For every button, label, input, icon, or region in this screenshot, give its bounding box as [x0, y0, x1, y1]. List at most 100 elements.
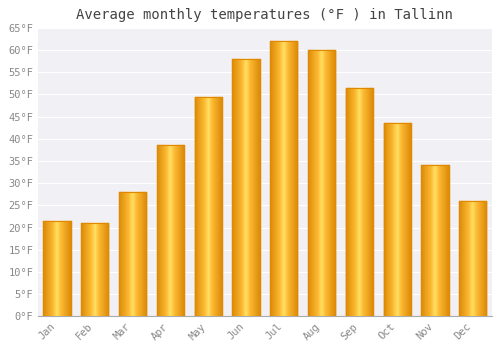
Bar	[165, 145, 166, 316]
Bar	[64, 221, 66, 316]
Bar	[194, 97, 196, 316]
Bar	[235, 59, 236, 316]
Bar	[442, 166, 443, 316]
Bar	[445, 166, 446, 316]
Bar	[52, 221, 53, 316]
Bar	[175, 145, 176, 316]
Bar	[386, 123, 387, 316]
Bar	[408, 123, 409, 316]
Bar	[171, 145, 172, 316]
Bar	[168, 145, 169, 316]
Bar	[317, 50, 318, 316]
Bar	[385, 123, 386, 316]
Bar	[388, 123, 389, 316]
Bar	[315, 50, 316, 316]
Bar	[159, 145, 160, 316]
Bar	[358, 88, 360, 316]
Bar	[95, 223, 96, 316]
Bar	[476, 201, 477, 316]
Bar	[432, 166, 433, 316]
Bar	[125, 192, 126, 316]
Bar	[45, 221, 46, 316]
Bar	[284, 41, 285, 316]
Bar	[47, 221, 48, 316]
Bar	[134, 192, 136, 316]
Bar	[233, 59, 234, 316]
Bar	[209, 97, 210, 316]
Bar	[479, 201, 480, 316]
Bar	[280, 41, 281, 316]
Bar	[446, 166, 447, 316]
Bar	[436, 166, 437, 316]
Bar	[276, 41, 277, 316]
Bar	[321, 50, 322, 316]
Bar	[430, 166, 431, 316]
Bar	[127, 192, 128, 316]
Bar	[394, 123, 395, 316]
Bar	[101, 223, 102, 316]
Bar	[447, 166, 448, 316]
Bar	[139, 192, 140, 316]
Bar	[395, 123, 396, 316]
Bar	[98, 223, 99, 316]
Bar	[163, 145, 164, 316]
Bar	[433, 166, 434, 316]
Bar	[463, 201, 464, 316]
Bar	[294, 41, 296, 316]
Bar	[482, 201, 483, 316]
Bar	[410, 123, 411, 316]
Bar	[477, 201, 478, 316]
Bar	[48, 221, 49, 316]
Bar	[130, 192, 132, 316]
Bar	[390, 123, 391, 316]
Bar	[409, 123, 410, 316]
Bar	[206, 97, 207, 316]
Bar	[389, 123, 390, 316]
Bar	[347, 88, 348, 316]
Bar	[236, 59, 237, 316]
Bar	[216, 97, 217, 316]
Bar	[438, 166, 439, 316]
Bar	[96, 223, 97, 316]
Bar	[368, 88, 369, 316]
Bar	[290, 41, 292, 316]
Bar	[54, 221, 55, 316]
Bar	[437, 166, 438, 316]
Bar	[320, 50, 321, 316]
Bar	[461, 201, 462, 316]
Bar	[249, 59, 250, 316]
Bar	[352, 88, 354, 316]
Bar	[248, 59, 249, 316]
Bar	[308, 50, 310, 316]
Bar	[348, 88, 349, 316]
Bar	[214, 97, 215, 316]
Bar	[92, 223, 93, 316]
Bar	[396, 123, 397, 316]
Bar	[387, 123, 388, 316]
Bar	[219, 97, 220, 316]
Bar	[372, 88, 373, 316]
Bar	[119, 192, 120, 316]
Bar	[285, 41, 286, 316]
Bar	[161, 145, 162, 316]
Bar	[207, 97, 208, 316]
Bar	[104, 223, 105, 316]
Bar	[205, 97, 206, 316]
Bar	[258, 59, 259, 316]
Bar	[399, 123, 400, 316]
Bar	[322, 50, 323, 316]
Bar	[270, 41, 271, 316]
Bar	[434, 166, 435, 316]
Bar	[97, 223, 98, 316]
Title: Average monthly temperatures (°F ) in Tallinn: Average monthly temperatures (°F ) in Ta…	[76, 8, 454, 22]
Bar	[485, 201, 486, 316]
Bar	[105, 223, 106, 316]
Bar	[210, 97, 211, 316]
Bar	[198, 97, 200, 316]
Bar	[254, 59, 255, 316]
Bar	[103, 223, 104, 316]
Bar	[360, 88, 361, 316]
Bar	[435, 166, 436, 316]
Bar	[58, 221, 59, 316]
Bar	[239, 59, 240, 316]
